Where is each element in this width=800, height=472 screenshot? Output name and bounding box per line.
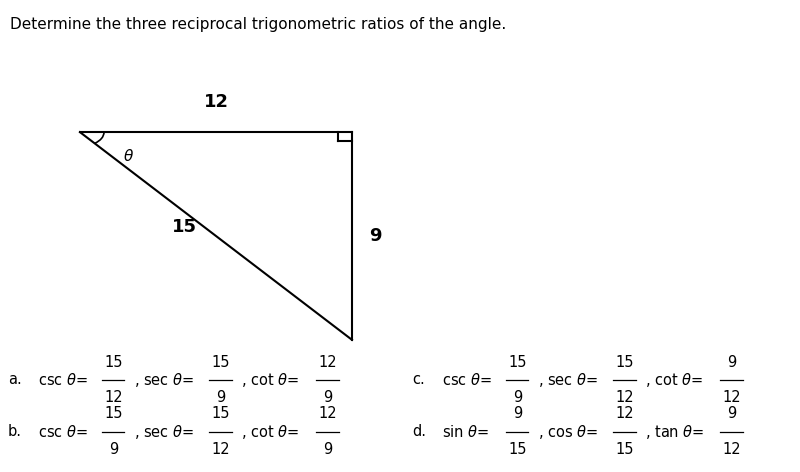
- Text: 9: 9: [109, 442, 118, 457]
- Text: , cot $\theta$=: , cot $\theta$=: [646, 371, 703, 389]
- Text: , tan $\theta$=: , tan $\theta$=: [646, 423, 705, 441]
- Text: 9: 9: [727, 354, 736, 370]
- Text: c.: c.: [412, 372, 425, 388]
- Text: , cot $\theta$=: , cot $\theta$=: [242, 423, 299, 441]
- Text: 9: 9: [370, 227, 382, 245]
- Text: 12: 12: [203, 93, 229, 111]
- Text: 15: 15: [104, 354, 122, 370]
- Text: , sec $\theta$=: , sec $\theta$=: [134, 423, 194, 441]
- Text: 12: 12: [104, 390, 122, 405]
- Text: 15: 15: [211, 406, 230, 421]
- Text: 9: 9: [323, 442, 332, 457]
- Text: 9: 9: [323, 390, 332, 405]
- Text: , cot $\theta$=: , cot $\theta$=: [242, 371, 299, 389]
- Text: 9: 9: [513, 406, 522, 421]
- Text: 12: 12: [318, 354, 337, 370]
- Text: a.: a.: [8, 372, 22, 388]
- Text: , sec $\theta$=: , sec $\theta$=: [134, 371, 194, 389]
- Text: 12: 12: [615, 406, 634, 421]
- Text: sin $\theta$=: sin $\theta$=: [442, 424, 490, 440]
- Text: 9: 9: [727, 406, 736, 421]
- Text: , cos $\theta$=: , cos $\theta$=: [538, 423, 598, 441]
- Text: 9: 9: [513, 390, 522, 405]
- Text: 15: 15: [508, 442, 526, 457]
- Text: 12: 12: [615, 390, 634, 405]
- Text: 15: 15: [508, 354, 526, 370]
- Text: csc $\theta$=: csc $\theta$=: [442, 372, 492, 388]
- Text: 12: 12: [211, 442, 230, 457]
- Text: 15: 15: [171, 218, 197, 236]
- Text: 12: 12: [318, 406, 337, 421]
- Text: Determine the three reciprocal trigonometric ratios of the angle.: Determine the three reciprocal trigonome…: [10, 17, 506, 32]
- Text: 15: 15: [615, 442, 634, 457]
- Text: d.: d.: [412, 424, 426, 439]
- Text: θ: θ: [124, 149, 134, 164]
- Text: 15: 15: [615, 354, 634, 370]
- Text: 12: 12: [722, 390, 741, 405]
- Text: , sec $\theta$=: , sec $\theta$=: [538, 371, 598, 389]
- Text: csc $\theta$=: csc $\theta$=: [38, 372, 88, 388]
- Text: b.: b.: [8, 424, 22, 439]
- Text: 15: 15: [211, 354, 230, 370]
- Text: 12: 12: [722, 442, 741, 457]
- Text: csc $\theta$=: csc $\theta$=: [38, 424, 88, 440]
- Text: 9: 9: [216, 390, 225, 405]
- Text: 15: 15: [104, 406, 122, 421]
